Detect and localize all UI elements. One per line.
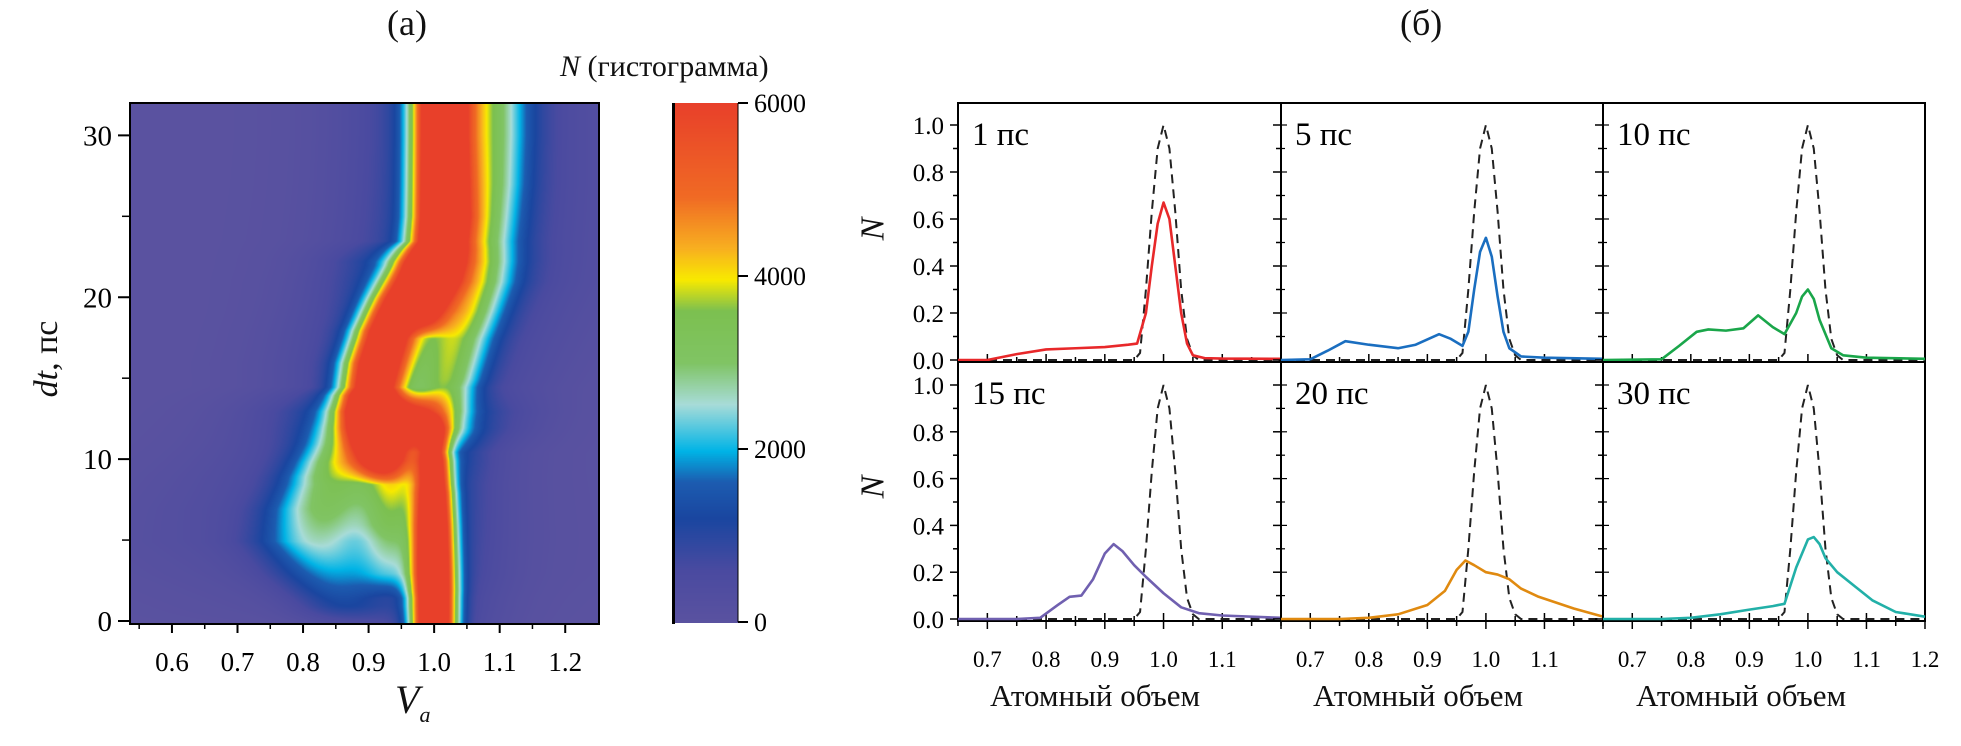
panel-ytick-label: 0.8 — [913, 420, 944, 447]
panel-ytick-label: 0.8 — [913, 160, 944, 187]
lines-xlabel-1: Атомный объем — [990, 678, 1201, 713]
panel-frame — [1602, 361, 1926, 622]
panel-time-label: 1 пс — [972, 117, 1029, 153]
panel-xtick-label: 0.9 — [1413, 647, 1442, 672]
line-panel-3: 10 пс — [1595, 102, 1926, 363]
heatmap-ytick-label: 30 — [83, 120, 112, 152]
panel-ytick-label: 1.0 — [913, 113, 944, 140]
panel-xtick-label: 1.1 — [1852, 647, 1881, 672]
panel-xtick-label: 1.0 — [1794, 647, 1823, 672]
heatmap-ytick-label: 20 — [83, 282, 112, 314]
panel-time-label: 15 пс — [972, 376, 1046, 412]
lines-xlabel-2: Атомный объем — [1313, 678, 1524, 713]
lines-xlabel-3: Атомный объем — [1636, 678, 1847, 713]
panel-ytick-label: 0.6 — [913, 207, 944, 234]
series-curve — [958, 201, 1282, 362]
panel-time-label: 30 пс — [1617, 376, 1691, 412]
series-curve — [1280, 236, 1604, 362]
panel-xtick-label: 1.2 — [1911, 647, 1940, 672]
heatmap-xlabel-subscript: a — [419, 702, 431, 727]
lines-ylabel-top: N — [854, 217, 892, 241]
panel-xtick-label: 0.7 — [973, 647, 1002, 672]
heatmap-xtick-label: 1.0 — [417, 647, 451, 677]
colorbar-title-symbol: N — [560, 50, 581, 83]
line-panel-5: 0.7 0.8 0.9 1.0 1.1 20 пс — [1273, 361, 1604, 672]
panel-xtick-label: 0.8 — [1032, 647, 1061, 672]
panel-xtick-label: 1.1 — [1208, 647, 1237, 672]
series-curve — [1602, 288, 1926, 362]
heatmap-xtick-label: 1.2 — [548, 647, 582, 677]
reference-curve — [958, 384, 1281, 620]
colorbar-tick-label: 4000 — [754, 262, 806, 291]
panel-label-b: (б) — [1400, 3, 1443, 43]
heatmap-xlabel-symbol: V — [395, 677, 420, 722]
colorbar-divider — [672, 103, 675, 624]
colorbar-tick-label: 0 — [754, 608, 767, 637]
series-curve — [1281, 559, 1604, 621]
reference-curve — [958, 124, 1281, 361]
heatmap-xlabel: Va — [395, 676, 430, 728]
panel-xtick-label: 0.9 — [1090, 647, 1119, 672]
heatmap-axes: 0.6 0.7 0.8 0.9 1.0 1.1 1.2 0 10 20 30 0 2000 4000 600… — [83, 89, 806, 677]
panel-time-label: 5 пс — [1295, 117, 1352, 153]
reference-curve — [1281, 124, 1603, 361]
panel-time-label: 20 пс — [1295, 376, 1369, 412]
panel-ytick-label: 0.6 — [913, 467, 944, 494]
heatmap-ytick-label: 10 — [83, 444, 112, 476]
panel-ytick-label: 1.0 — [913, 373, 944, 400]
reference-curve — [1603, 384, 1925, 620]
heatmap-xtick-label: 1.1 — [483, 647, 517, 677]
lines-ylabel-bottom: N — [854, 475, 892, 499]
panel-ytick-label: 0.2 — [913, 301, 944, 328]
panel-time-label: 10 пс — [1617, 117, 1691, 153]
colorbar-title-text: (гистограмма) — [580, 50, 769, 83]
line-panel-6: 0.7 0.8 0.9 1.0 1.1 1.2 30 пс — [1595, 361, 1940, 672]
heatmap-ytick-label: 0 — [98, 606, 113, 638]
panel-label-a: (а) — [387, 3, 427, 43]
colorbar-tick-label: 6000 — [754, 89, 806, 118]
panel-xtick-label: 0.8 — [1676, 647, 1705, 672]
heatmap-xtick-label: 0.8 — [286, 647, 320, 677]
panel-ytick-label: 0.2 — [913, 560, 944, 587]
panel-xtick-label: 0.7 — [1296, 647, 1325, 672]
heatmap-image — [130, 103, 598, 623]
panel-xtick-label: 0.8 — [1354, 647, 1383, 672]
reference-curve — [1603, 124, 1925, 361]
heatmap-xtick-label: 0.9 — [352, 647, 386, 677]
heatmap-xtick-label: 0.7 — [221, 647, 255, 677]
colorbar-title: N (гистограмма) — [560, 50, 769, 84]
panel-ytick-label: 0.0 — [913, 607, 944, 634]
heatmap-xtick-label: 0.6 — [155, 647, 189, 677]
line-panel-1: 0.0 0.2 0.4 0.6 0.8 1.0 1 пс — [913, 102, 1282, 375]
panel-xtick-label: 0.7 — [1618, 647, 1647, 672]
panel-xtick-label: 0.9 — [1735, 647, 1764, 672]
panel-ytick-label: 0.0 — [913, 348, 944, 375]
colorbar-tick-label: 2000 — [754, 435, 806, 464]
series-curve — [958, 542, 1282, 621]
panel-xtick-label: 1.0 — [1472, 647, 1501, 672]
colorbar-image — [674, 103, 738, 623]
panel-xtick-label: 1.1 — [1530, 647, 1559, 672]
reference-curve — [1281, 384, 1603, 620]
line-panel-4: 0.0 0.2 0.4 0.6 0.8 1.0 0.7 0.8 0.9 1.0 1.1 15 пс — [913, 361, 1282, 672]
panel-ytick-label: 0.4 — [913, 254, 945, 281]
panel-xtick-label: 1.0 — [1149, 647, 1178, 672]
series-curve — [1603, 535, 1926, 621]
line-panel-2: 5 пс — [1273, 102, 1604, 363]
panel-ytick-label: 0.4 — [913, 513, 945, 540]
